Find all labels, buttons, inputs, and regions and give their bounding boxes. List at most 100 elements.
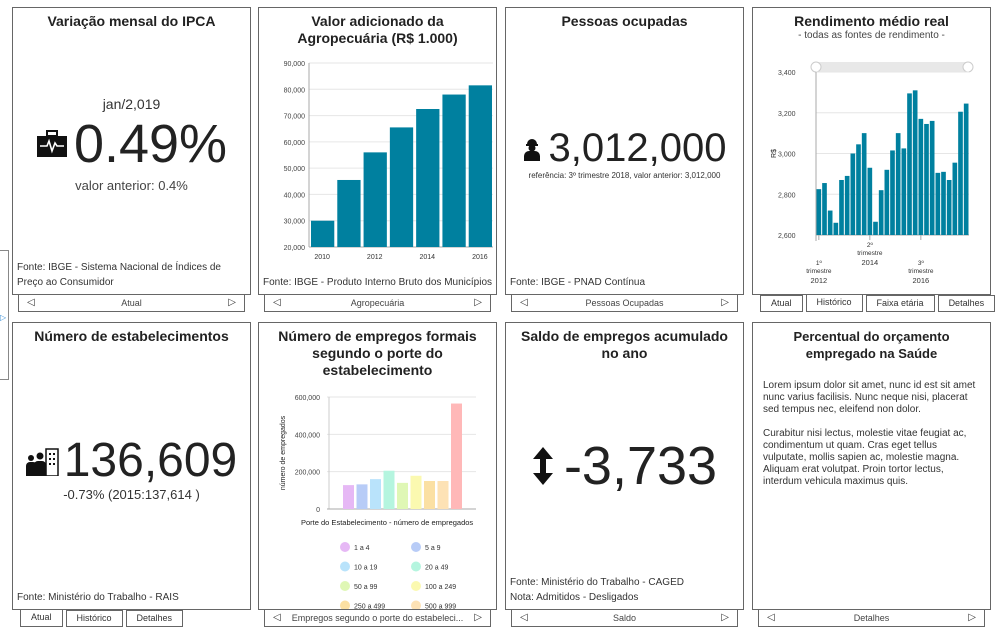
up-down-arrows-icon: [532, 447, 553, 485]
tab-histórico[interactable]: Histórico: [65, 610, 123, 627]
nav-label: Saldo: [612, 613, 637, 623]
rendimento-bar-chart: 2,6002,8003,0003,2003,400R$1ºtrimestre20…: [771, 61, 974, 285]
bar: [437, 481, 449, 509]
nav-label: Pessoas Ocupadas: [585, 298, 664, 308]
source-text: Fonte: IBGE - Sistema Nacional de Índice…: [17, 262, 221, 288]
tab-detalhes[interactable]: Detalhes: [125, 610, 184, 627]
x-tick-label: 2010: [314, 254, 330, 261]
y-tick-label: 90,000: [284, 61, 306, 68]
agro-panel: Valor adicionado da Agropecuária (R$ 1.0…: [258, 7, 497, 295]
next-arrow-icon[interactable]: ▷: [968, 612, 976, 623]
legend-swatch: [340, 581, 350, 591]
bar: [363, 152, 387, 247]
y-tick-label: 600,000: [295, 395, 320, 402]
estab-panel: Número de estabelecimentos 136,609 -0.73…: [12, 322, 251, 610]
agro-bar-chart: 20,000 30,000 40,000 50,000 60,000 70,000 80,0…: [284, 61, 493, 261]
estab-tabs: Atual Histórico Detalhes: [20, 610, 184, 627]
nav-label: Empregos segundo o porte do estabeleci..…: [291, 613, 464, 623]
prev-arrow-icon[interactable]: ◁: [27, 297, 35, 308]
legend-label: 5 a 9: [425, 545, 441, 552]
legend-swatch: [411, 561, 421, 572]
bar: [941, 171, 946, 235]
bar: [827, 210, 833, 235]
bar: [833, 222, 839, 235]
tab-faixa-etária[interactable]: Faixa etária: [865, 295, 935, 312]
source-text: Fonte: IBGE - Produto Interno Bruto dos …: [263, 277, 493, 288]
x-axis-label: Porte do Estabelecimento - número de emp…: [301, 518, 473, 527]
bar: [884, 169, 890, 235]
tab-atual[interactable]: Atual: [20, 610, 63, 627]
bar: [343, 485, 354, 509]
x-tick-label: 3º: [918, 260, 925, 267]
bar: [873, 221, 878, 235]
range-slider-handle[interactable]: [810, 61, 822, 73]
source-text: Fonte: IBGE - PNAD Contínua: [510, 277, 646, 288]
saude-panel: Percentual do orçamento empregado na Saú…: [752, 322, 991, 610]
tab-detalhes[interactable]: Detalhes: [937, 295, 996, 312]
saude-nav: ◁ Detalhes ▷: [758, 610, 985, 627]
y-tick-label: 60,000: [284, 140, 306, 147]
prev-arrow-icon[interactable]: ◁: [520, 297, 528, 308]
x-tick-label: 2014: [419, 254, 435, 261]
prev-arrow-icon[interactable]: ◁: [767, 612, 775, 623]
ipca-value-row: 0.49%: [13, 113, 250, 175]
bar: [383, 470, 395, 509]
prev-arrow-icon[interactable]: ◁: [273, 297, 281, 308]
panel-subtitle: - todas as fontes de rendimento -: [798, 30, 945, 41]
legend-swatch: [411, 600, 421, 609]
y-tick-label: 20,000: [284, 245, 306, 252]
range-slider-handle[interactable]: [962, 61, 974, 73]
note-line: Nota: Admitidos - Desligados: [510, 592, 639, 603]
panel-title: Pessoas ocupadas: [561, 13, 688, 29]
next-arrow-icon[interactable]: ▷: [228, 297, 236, 308]
legend-item[interactable]: 5 a 9: [411, 542, 441, 552]
estab-value-row: 136,609: [13, 433, 250, 488]
bar: [958, 111, 963, 235]
legend-swatch: [340, 600, 350, 609]
paragraph: Lorem ipsum dolor sit amet, nunc id est …: [763, 380, 976, 415]
bar: [856, 144, 861, 235]
side-collapse-handle[interactable]: ▷: [0, 250, 9, 380]
business-people-icon: [25, 447, 59, 477]
tab-atual[interactable]: Atual: [760, 295, 803, 312]
bar: [907, 93, 912, 235]
bar: [370, 479, 381, 509]
bar: [389, 127, 414, 247]
panel-title: Rendimento médio real: [794, 13, 949, 29]
legend-swatch: [411, 542, 421, 552]
source-text: Fonte: Ministério do Trabalho - RAIS: [17, 592, 179, 603]
estab-value: 136,609: [63, 434, 238, 487]
nav-label: Agropecuária: [350, 298, 405, 308]
worker-icon: [523, 138, 540, 161]
legend-item[interactable]: 100 a 249: [411, 581, 456, 591]
legend-item[interactable]: 500 a 999: [411, 600, 456, 611]
next-arrow-icon[interactable]: ▷: [474, 612, 482, 623]
pessoas-panel: Pessoas ocupadas 3,012,000 referência: 3…: [505, 7, 744, 295]
next-arrow-icon[interactable]: ▷: [721, 612, 729, 623]
legend-item[interactable]: 50 a 99: [340, 581, 377, 591]
legend-item[interactable]: 1 a 4: [340, 542, 370, 552]
bar: [890, 150, 895, 235]
source-text: Fonte: Ministério do Trabalho - CAGED Not…: [510, 575, 739, 605]
x-tick-label: 2º: [867, 242, 874, 249]
legend-item[interactable]: 20 a 49: [411, 561, 448, 572]
saldo-value: -3,733: [563, 436, 718, 496]
ipca-date: jan/2,019: [102, 96, 161, 112]
next-arrow-icon[interactable]: ▷: [474, 297, 482, 308]
bar: [816, 189, 822, 235]
legend-item[interactable]: 10 a 19: [340, 561, 377, 572]
prev-arrow-icon[interactable]: ◁: [520, 612, 528, 623]
prev-arrow-icon[interactable]: ◁: [273, 612, 281, 623]
ipca-value: 0.49%: [73, 114, 228, 174]
tab-histórico[interactable]: Histórico: [805, 295, 863, 312]
bar: [924, 123, 929, 235]
bar: [839, 179, 844, 235]
legend-label: 1 a 4: [354, 545, 370, 552]
y-tick-label: 200,000: [295, 470, 320, 477]
next-arrow-icon[interactable]: ▷: [721, 297, 729, 308]
estab-change: -0.73% (2015:137,614 ): [63, 487, 200, 502]
legend-swatch: [340, 542, 350, 552]
legend-item[interactable]: 250 a 499: [340, 600, 385, 611]
bar: [850, 153, 856, 235]
panel-title: Saldo de empregos acumulado no ano: [521, 328, 728, 361]
